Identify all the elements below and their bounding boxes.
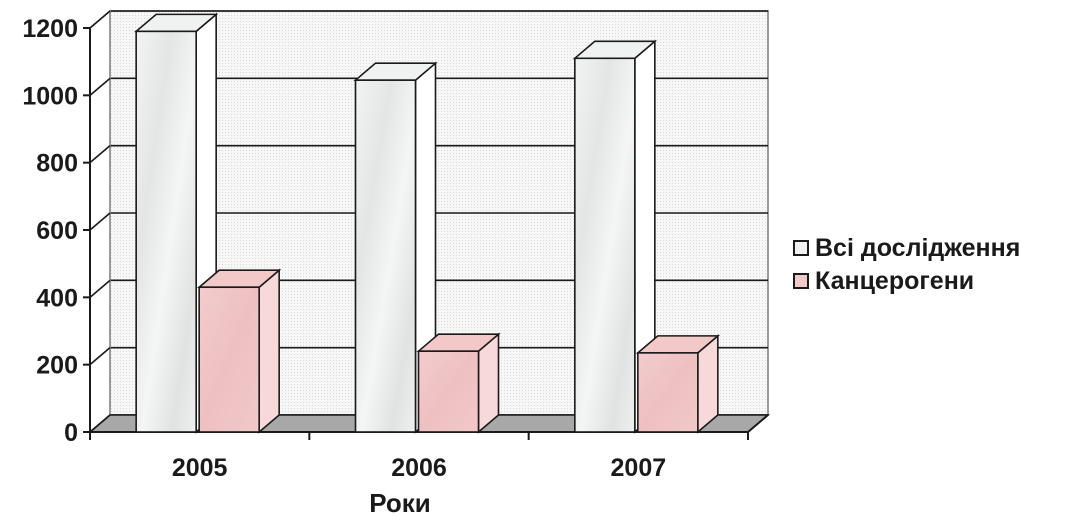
y-tick-label: 1000 xyxy=(22,82,78,110)
x-axis-depth-line xyxy=(747,414,769,433)
y-axis-ticks: 0 200 400 600 800 1000 1200 xyxy=(22,10,111,447)
x-tick-label: 2005 xyxy=(172,454,228,482)
legend-label-all-studies: Всі дослідження xyxy=(815,233,1021,262)
gridline-side xyxy=(89,279,111,298)
plot-area xyxy=(87,9,771,434)
gridline-side xyxy=(89,77,111,96)
x-tick-label: 2007 xyxy=(611,454,667,482)
legend-item-carcinogens: Канцерогени xyxy=(793,265,1073,297)
bar-front xyxy=(417,350,480,433)
legend-swatch-carcinogens xyxy=(793,273,809,289)
legend-swatch-all-studies xyxy=(793,240,809,256)
bar-all-studies-2007 xyxy=(572,39,658,434)
bar-front xyxy=(198,286,260,433)
y-tick-label: 800 xyxy=(36,150,78,178)
legend-item-all-studies: Всі дослідження xyxy=(793,232,1073,264)
y-tick-label: 0 xyxy=(64,419,78,447)
bar-carcinogens-2006 xyxy=(416,332,501,434)
bar-carcinogens-2005 xyxy=(196,268,282,434)
bar-front xyxy=(135,30,197,433)
bar-front xyxy=(637,352,699,433)
y-tick-label: 600 xyxy=(36,217,78,245)
bar-all-studies-2006 xyxy=(353,61,438,434)
y-tick-label: 200 xyxy=(36,352,78,380)
legend: Всі дослідження Канцерогени xyxy=(793,232,1073,298)
gridline-side xyxy=(89,414,111,433)
bar-carcinogens-2007 xyxy=(635,334,721,434)
gridline-side xyxy=(89,347,111,366)
y-tick-label: 400 xyxy=(36,284,78,312)
bar-side xyxy=(258,268,280,434)
legend-label-carcinogens: Канцерогени xyxy=(815,266,975,295)
bar-front xyxy=(354,79,417,433)
gridline-side xyxy=(89,10,111,29)
x-axis-categories: 2005 2006 2007 xyxy=(89,432,749,482)
bar-all-studies-2005 xyxy=(133,12,219,434)
gridline-side xyxy=(89,212,111,231)
x-tick-label: 2006 xyxy=(391,454,447,482)
y-tick-label: 1200 xyxy=(22,15,78,43)
gridline-side xyxy=(89,145,111,164)
x-axis-label: Роки xyxy=(369,488,431,518)
bar-front xyxy=(574,57,636,433)
